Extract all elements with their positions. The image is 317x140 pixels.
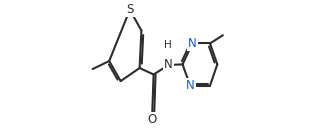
Text: H: H <box>164 40 171 50</box>
Text: N: N <box>186 79 195 92</box>
Text: N: N <box>188 37 197 50</box>
Text: S: S <box>126 3 133 16</box>
Text: N: N <box>164 59 173 71</box>
Text: O: O <box>148 113 157 126</box>
